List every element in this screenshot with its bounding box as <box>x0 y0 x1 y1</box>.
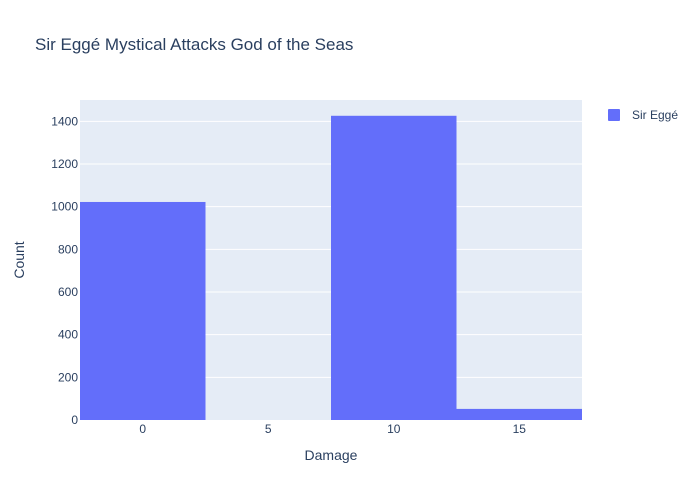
bar[interactable] <box>331 115 457 420</box>
x-axis-title: Damage <box>305 447 358 463</box>
y-tick-label: 1000 <box>51 200 78 214</box>
bar[interactable] <box>456 408 583 420</box>
x-tick-label: 15 <box>513 422 527 436</box>
y-tick-label: 800 <box>58 242 78 256</box>
x-tick-label: 0 <box>139 422 146 436</box>
y-tick-label: 400 <box>58 328 78 342</box>
bar[interactable] <box>80 201 206 420</box>
x-axis-ticks: 0 5 10 15 <box>139 422 526 436</box>
legend-label: Sir Eggé <box>632 108 678 122</box>
y-tick-label: 1200 <box>51 157 78 171</box>
y-tick-label: 200 <box>58 370 78 384</box>
y-tick-label: 1400 <box>51 114 78 128</box>
chart-title: Sir Eggé Mystical Attacks God of the Sea… <box>35 35 353 54</box>
legend-swatch <box>608 109 620 121</box>
x-tick-label: 5 <box>265 422 272 436</box>
x-tick-label: 10 <box>387 422 401 436</box>
legend[interactable]: Sir Eggé <box>608 108 678 122</box>
y-tick-label: 0 <box>71 413 78 427</box>
y-axis-title: Count <box>11 241 27 278</box>
y-tick-label: 600 <box>58 285 78 299</box>
y-axis-ticks: 0 200 400 600 800 1000 1200 1400 <box>51 114 78 427</box>
bars <box>80 115 583 420</box>
